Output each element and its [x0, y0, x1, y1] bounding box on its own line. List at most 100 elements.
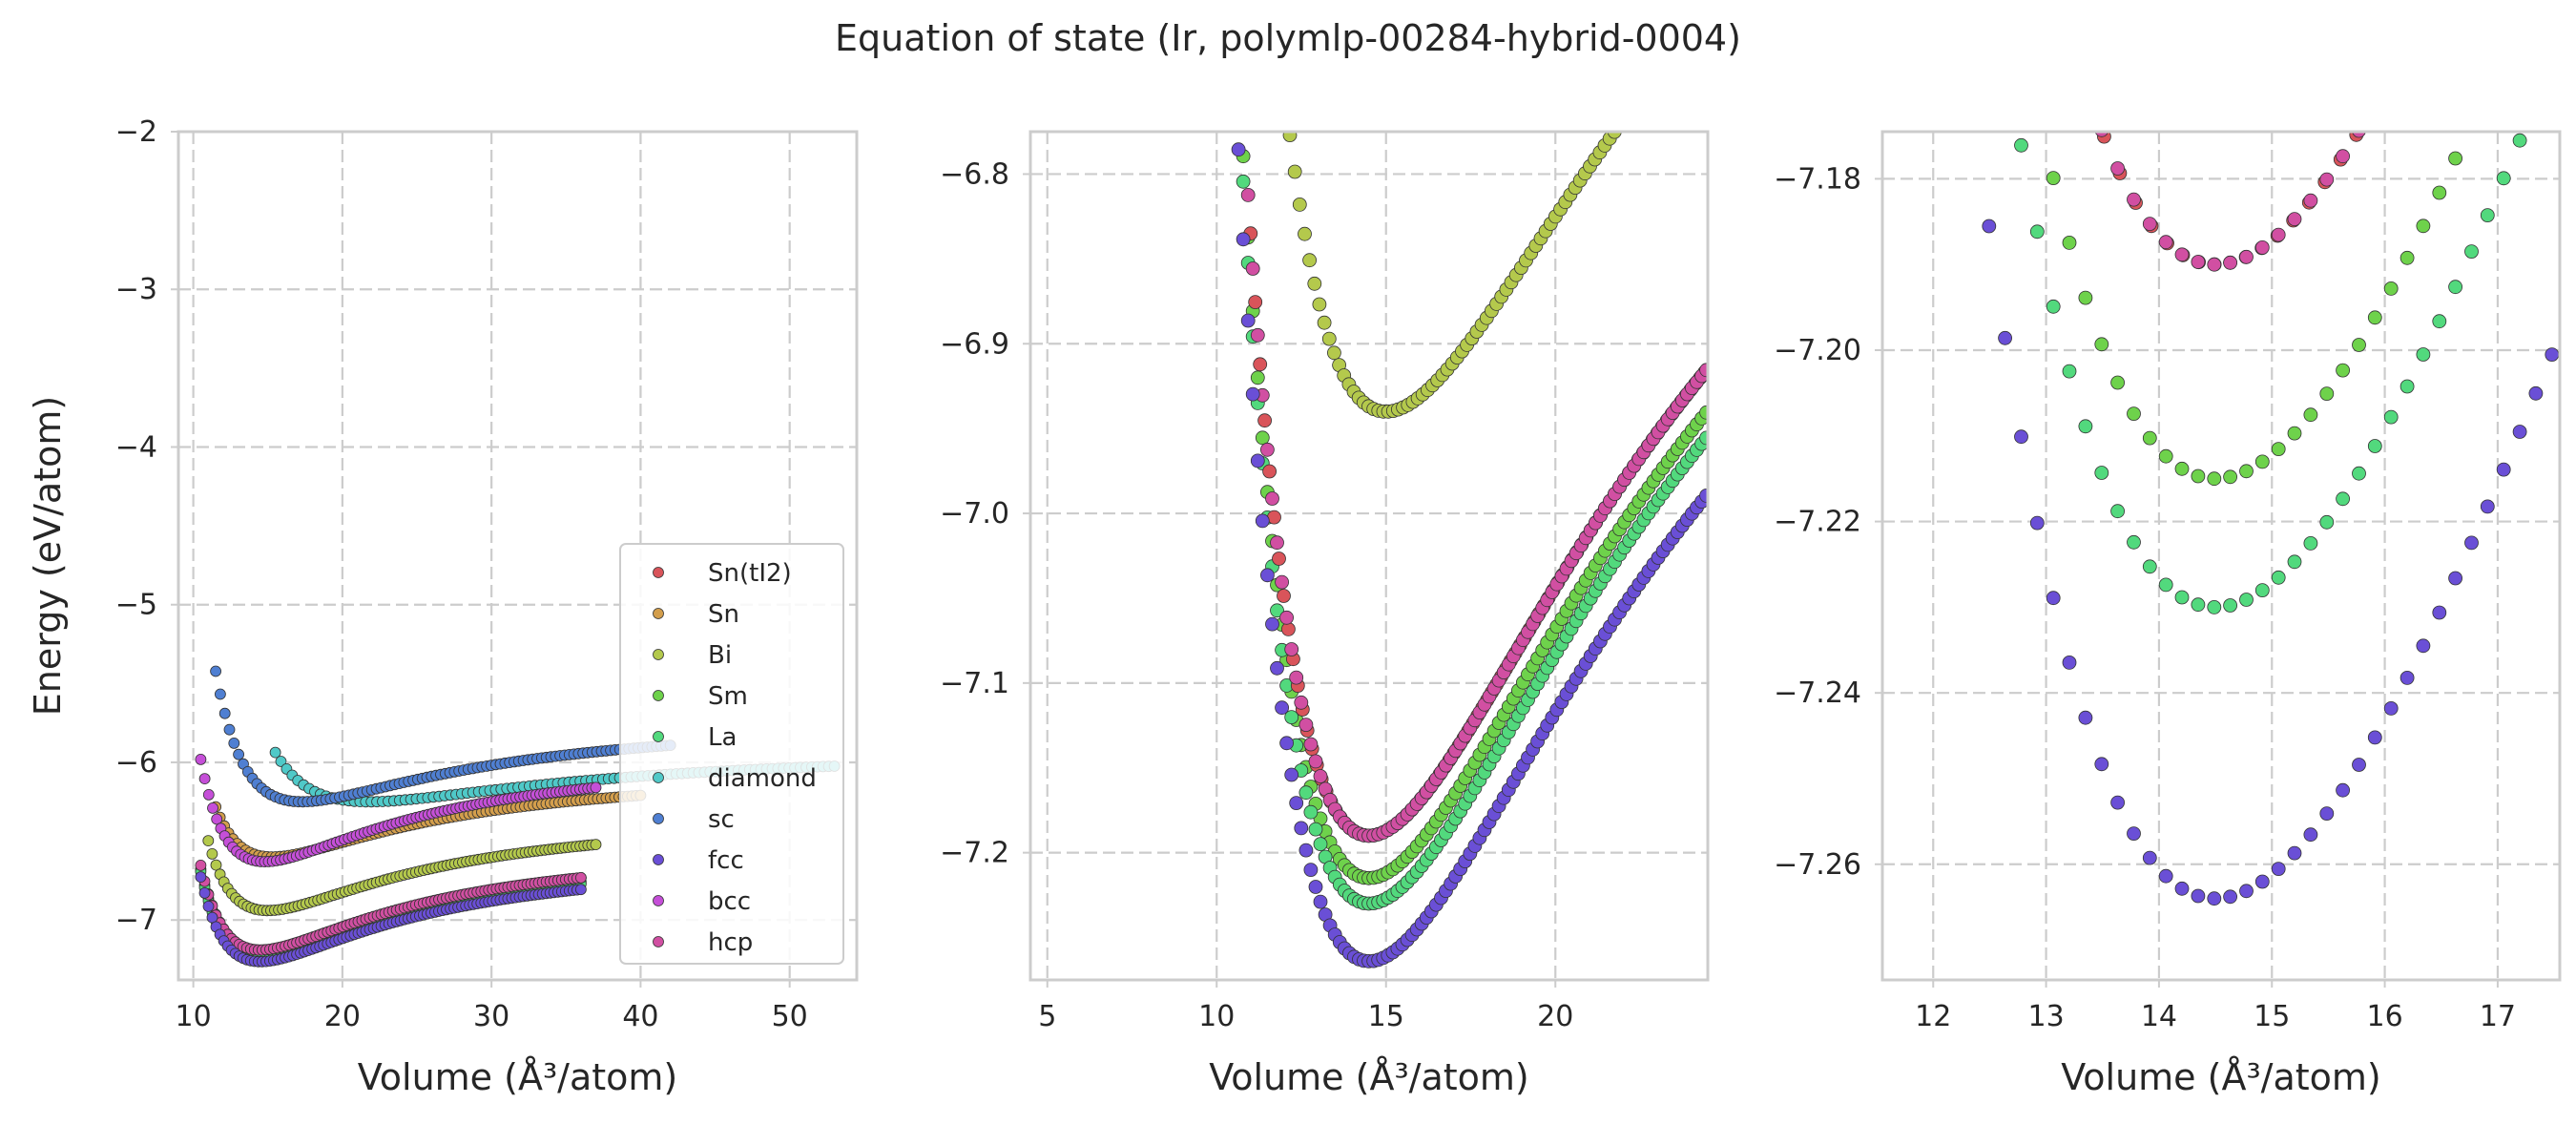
data-point-bcc	[207, 802, 218, 814]
data-point-hcp	[1279, 610, 1294, 625]
data-point-fcc	[1303, 863, 1319, 877]
data-point-sc	[228, 738, 240, 749]
data-point-la	[2529, 95, 2543, 109]
data-point-fcc	[2432, 605, 2447, 620]
data-point-sm	[2254, 454, 2270, 469]
data-point-hcp	[2191, 255, 2206, 269]
legend: Sn(tI2) Sn Bi Sm La diamond sc fcc bcc hcp	[619, 543, 844, 965]
data-point-fcc	[2464, 535, 2479, 551]
data-point-fcc	[1279, 736, 1294, 751]
data-point-bi	[1632, 92, 1646, 105]
data-point-bi	[1317, 315, 1332, 330]
data-point-hcp	[2223, 255, 2238, 270]
legend-label: diamond	[708, 764, 817, 793]
y-tick-label: −7.22	[1774, 506, 1861, 539]
x-tick-label: 40	[622, 1000, 658, 1033]
y-tick-label: −7.24	[1774, 677, 1861, 710]
legend-label: sc	[708, 805, 735, 834]
panel-2: 5 10 15 20 −7.2 −7.1 −7.0 −6.9 −6.8 Volume (Å³/at…	[940, 92, 1710, 1098]
data-point-bi	[1307, 276, 1322, 291]
data-point-la	[2480, 208, 2495, 223]
data-point-fcc	[2127, 826, 2141, 841]
data-point-la	[2303, 536, 2318, 551]
data-point-sc	[214, 688, 226, 700]
data-point-sc	[233, 748, 245, 760]
data-point-fcc	[1294, 821, 1309, 836]
data-point-fcc	[2271, 862, 2286, 876]
data-point-fcc	[2174, 881, 2190, 896]
data-point-sn-ti2-	[1253, 357, 1268, 372]
data-point-sm	[2191, 468, 2206, 484]
y-tick-label: −6.9	[940, 327, 1009, 361]
data-point-hcp	[1284, 642, 1299, 656]
data-point-la	[2110, 504, 2126, 519]
x-tick-label: 13	[2027, 1000, 2064, 1033]
data-point-sn-ti2-	[2066, 33, 2079, 47]
legend-marker	[653, 649, 664, 660]
data-point-sm	[2465, 116, 2479, 130]
data-point-fcc	[1998, 330, 2013, 345]
x-axis-label: Volume (Å³/atom)	[1209, 1056, 1529, 1098]
data-point-sn-ti2-	[2413, 12, 2426, 26]
data-point-hcp	[2127, 192, 2141, 207]
data-point-la	[2207, 600, 2222, 614]
x-tick-label: 20	[1537, 1000, 1573, 1033]
data-point-fcc	[2062, 656, 2077, 670]
data-point-hcp	[2400, 37, 2414, 51]
data-point-hcp	[1298, 718, 1314, 732]
data-point-fcc	[1236, 232, 1251, 247]
data-point-sm	[2078, 290, 2093, 305]
data-point-la	[1284, 710, 1299, 724]
data-point-sc	[218, 707, 231, 719]
data-point-fcc	[2512, 425, 2527, 439]
data-point-la	[1313, 837, 1328, 851]
data-point-bi	[1302, 253, 1317, 268]
x-tick-label: 50	[772, 1000, 808, 1033]
legend-label: Sn(tI2)	[708, 559, 792, 588]
y-tick-label: −6	[115, 746, 157, 780]
legend-marker	[653, 854, 664, 865]
data-point-hcp	[1260, 442, 1275, 457]
data-point-sm	[1255, 430, 1270, 446]
legend-marker	[653, 936, 664, 947]
data-point-fcc	[195, 871, 207, 883]
data-point-fcc	[206, 911, 218, 924]
data-point-la	[1308, 822, 1323, 837]
data-point-bi	[1628, 98, 1641, 112]
data-point-bi	[1298, 226, 1312, 241]
data-point-bi	[1312, 297, 1327, 312]
data-point-fcc	[2094, 757, 2109, 772]
data-point-hcp	[2110, 161, 2126, 176]
data-point-bi	[590, 839, 602, 850]
y-tick-label: −7.1	[940, 667, 1009, 700]
data-point-la	[2287, 554, 2302, 570]
data-point-sm	[2287, 426, 2302, 441]
data-point-hcp	[1270, 535, 1284, 551]
data-point-sn-ti2-	[2381, 73, 2395, 87]
data-point-la	[2271, 570, 2286, 585]
data-point-bi	[1623, 105, 1636, 118]
data-point-bi	[206, 848, 218, 860]
legend-marker	[653, 567, 664, 578]
data-point-hcp	[2254, 239, 2270, 255]
axes-frame	[1028, 130, 1710, 982]
data-point-bi	[1618, 112, 1631, 125]
data-point-sm	[2416, 219, 2431, 234]
data-points	[1982, 12, 2560, 906]
data-point-la	[2094, 466, 2109, 480]
y-tick-label: −7.18	[1774, 162, 1861, 196]
data-point-fcc	[1308, 880, 1323, 894]
data-point-hcp	[1313, 769, 1328, 783]
y-tick-label: −7.0	[940, 497, 1009, 531]
data-point-sm	[2046, 171, 2061, 186]
y-tick-label: −7.20	[1774, 334, 1861, 367]
data-point-la	[2191, 597, 2206, 613]
data-point-fcc	[2448, 571, 2463, 586]
data-point-la	[2496, 171, 2511, 186]
data-point-hcp	[575, 872, 587, 884]
data-point-hcp	[195, 860, 207, 871]
data-point-fcc	[1982, 219, 1997, 234]
data-point-hcp	[2271, 227, 2286, 242]
data-point-sm	[2383, 281, 2399, 296]
data-point-la	[2078, 419, 2093, 434]
